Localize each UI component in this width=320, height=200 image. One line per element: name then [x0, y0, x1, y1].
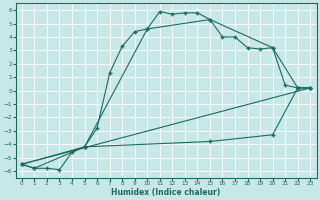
X-axis label: Humidex (Indice chaleur): Humidex (Indice chaleur) — [111, 188, 221, 197]
